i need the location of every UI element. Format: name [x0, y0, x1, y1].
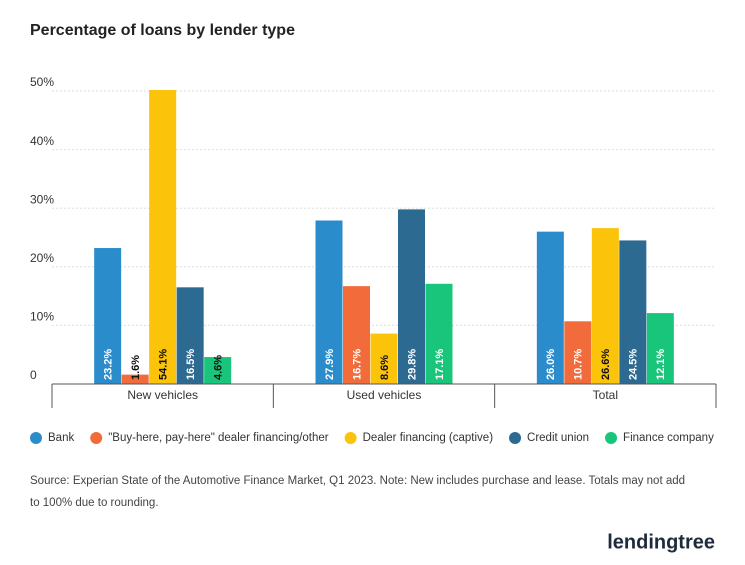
value-label: 54.1%	[158, 349, 170, 380]
bar	[149, 90, 177, 384]
legend-marker	[509, 432, 522, 444]
bar	[564, 321, 592, 384]
bar	[370, 333, 398, 384]
legend-label: Finance company	[623, 432, 714, 444]
value-label: 4.6%	[213, 355, 225, 380]
bar	[204, 357, 232, 384]
legend-label: Credit union	[527, 432, 589, 444]
legend-marker	[30, 432, 42, 444]
bar	[121, 374, 149, 384]
logo: lendingtree	[607, 531, 715, 553]
value-label: 10.7%	[573, 349, 585, 380]
bar	[343, 286, 370, 384]
plot-area	[94, 90, 674, 384]
bar	[619, 240, 647, 384]
y-tick-label: 0	[30, 368, 37, 382]
legend-label: Dealer financing (captive)	[363, 432, 494, 444]
y-tick-label: 50%	[30, 75, 54, 89]
x-tick-label: Total	[593, 388, 618, 402]
legend-marker	[344, 432, 357, 444]
value-label: 12.1%	[655, 349, 667, 380]
y-tick-label: 40%	[30, 134, 54, 148]
bar	[646, 313, 674, 384]
bar	[176, 287, 204, 384]
y-tick-label: 20%	[30, 251, 54, 265]
bar	[315, 220, 343, 384]
legend-label: "Buy-here, pay-here" dealer financing/ot…	[108, 432, 329, 444]
value-label: 26.6%	[600, 349, 612, 380]
bar	[536, 231, 564, 384]
bar	[425, 283, 453, 384]
x-tick-label: New vehicles	[127, 388, 198, 402]
value-label: 24.5%	[628, 349, 640, 380]
chart-title: Percentage of loans by lender type	[30, 22, 295, 39]
source-note: to 100% due to rounding.	[30, 497, 159, 509]
x-tick-label: Used vehicles	[347, 388, 422, 402]
value-label: 1.6%	[130, 355, 142, 380]
value-label: 27.9%	[324, 349, 336, 380]
value-label: 29.8%	[406, 349, 418, 380]
value-label: 17.1%	[434, 349, 446, 380]
y-tick-label: 30%	[30, 192, 54, 206]
bar	[591, 228, 619, 384]
bar	[94, 248, 122, 384]
value-label: 16.7%	[351, 349, 363, 380]
source-note: Source: Experian State of the Automotive…	[30, 475, 685, 487]
legend-marker	[90, 432, 103, 444]
value-label: 16.5%	[185, 349, 197, 380]
legend-marker	[605, 432, 618, 444]
value-label: 23.2%	[103, 349, 115, 380]
bar	[398, 209, 425, 384]
value-label: 26.0%	[545, 349, 557, 380]
legend-label: Bank	[48, 432, 74, 444]
value-label: 8.6%	[379, 355, 391, 380]
y-tick-label: 10%	[30, 310, 54, 324]
